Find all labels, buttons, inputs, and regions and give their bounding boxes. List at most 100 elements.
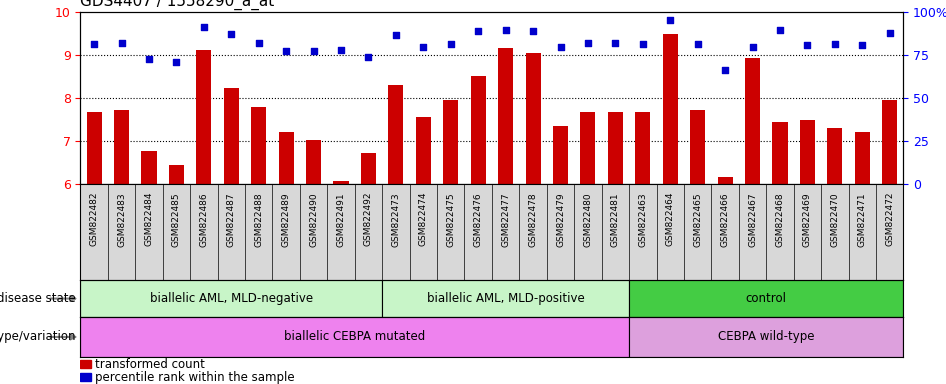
- Text: GSM822481: GSM822481: [611, 192, 620, 247]
- Bar: [499, 48, 513, 184]
- Text: GSM822468: GSM822468: [776, 192, 784, 247]
- Bar: [526, 53, 540, 184]
- Point: [443, 41, 458, 47]
- Bar: [80, 280, 382, 317]
- Text: GSM822489: GSM822489: [282, 192, 290, 247]
- Bar: [87, 112, 101, 184]
- Bar: [663, 34, 677, 184]
- Text: GSM822466: GSM822466: [721, 192, 729, 247]
- Bar: [718, 177, 732, 184]
- Text: GSM822473: GSM822473: [392, 192, 400, 247]
- Point: [196, 23, 211, 30]
- Point: [388, 32, 403, 38]
- Text: GSM822467: GSM822467: [748, 192, 757, 247]
- Text: GSM822475: GSM822475: [447, 192, 455, 247]
- Point: [690, 41, 705, 47]
- Text: biallelic CEBPA mutated: biallelic CEBPA mutated: [284, 331, 426, 343]
- Point: [470, 28, 486, 34]
- Bar: [307, 140, 321, 184]
- Text: GSM822469: GSM822469: [803, 192, 812, 247]
- Point: [772, 26, 787, 33]
- Text: GSM822482: GSM822482: [90, 192, 98, 247]
- Text: GSM822463: GSM822463: [639, 192, 647, 247]
- Point: [580, 40, 595, 46]
- Text: GSM822491: GSM822491: [337, 192, 345, 247]
- Text: GSM822478: GSM822478: [529, 192, 537, 247]
- Text: GSM822477: GSM822477: [501, 192, 510, 247]
- Bar: [608, 112, 622, 184]
- Text: biallelic AML, MLD-positive: biallelic AML, MLD-positive: [427, 292, 585, 305]
- Bar: [80, 373, 91, 381]
- Text: GSM822472: GSM822472: [885, 192, 894, 247]
- Bar: [773, 122, 787, 184]
- Bar: [361, 153, 376, 184]
- Text: GSM822474: GSM822474: [419, 192, 428, 247]
- Bar: [334, 181, 348, 184]
- Text: GSM822480: GSM822480: [584, 192, 592, 247]
- Bar: [636, 112, 650, 184]
- Point: [168, 60, 184, 66]
- Bar: [252, 108, 266, 184]
- Point: [415, 44, 430, 50]
- Bar: [279, 132, 293, 184]
- Bar: [745, 58, 760, 184]
- Bar: [553, 126, 568, 184]
- Bar: [691, 110, 705, 184]
- Point: [525, 28, 540, 34]
- Point: [607, 40, 622, 46]
- Text: GSM822490: GSM822490: [309, 192, 318, 247]
- Text: GSM822479: GSM822479: [556, 192, 565, 247]
- Text: GSM822484: GSM822484: [145, 192, 153, 247]
- Bar: [444, 100, 458, 184]
- Point: [745, 44, 760, 50]
- Point: [141, 56, 156, 62]
- Bar: [629, 317, 903, 357]
- Text: genotype/variation: genotype/variation: [0, 331, 76, 343]
- Point: [86, 41, 101, 47]
- Bar: [80, 317, 629, 357]
- Bar: [471, 76, 485, 184]
- Point: [278, 48, 293, 55]
- Text: GDS4407 / 1558290_a_at: GDS4407 / 1558290_a_at: [80, 0, 274, 10]
- Point: [223, 31, 238, 37]
- Text: GSM822476: GSM822476: [474, 192, 482, 247]
- Text: transformed count: transformed count: [95, 358, 204, 371]
- Text: percentile rank within the sample: percentile rank within the sample: [95, 371, 294, 384]
- Bar: [142, 151, 156, 184]
- Bar: [389, 85, 403, 184]
- Bar: [581, 112, 595, 184]
- Bar: [855, 132, 869, 184]
- Bar: [224, 88, 238, 184]
- Text: GSM822471: GSM822471: [858, 192, 867, 247]
- Bar: [629, 280, 903, 317]
- Text: GSM822470: GSM822470: [831, 192, 839, 247]
- Bar: [169, 165, 184, 184]
- Text: CEBPA wild-type: CEBPA wild-type: [718, 331, 815, 343]
- Text: GSM822486: GSM822486: [200, 192, 208, 247]
- Text: GSM822492: GSM822492: [364, 192, 373, 247]
- Text: GSM822465: GSM822465: [693, 192, 702, 247]
- Text: control: control: [745, 292, 787, 305]
- Text: GSM822464: GSM822464: [666, 192, 674, 247]
- Point: [306, 48, 321, 55]
- Bar: [416, 118, 430, 184]
- Point: [827, 41, 842, 47]
- Point: [662, 17, 677, 23]
- Text: disease state: disease state: [0, 292, 76, 305]
- Bar: [883, 100, 897, 184]
- Text: GSM822483: GSM822483: [117, 192, 126, 247]
- Point: [251, 40, 267, 46]
- Text: GSM822488: GSM822488: [254, 192, 263, 247]
- Bar: [382, 280, 629, 317]
- Text: GSM822485: GSM822485: [172, 192, 181, 247]
- Bar: [800, 119, 815, 184]
- Point: [498, 26, 513, 33]
- Bar: [828, 128, 842, 184]
- Point: [799, 42, 815, 48]
- Text: GSM822487: GSM822487: [227, 192, 236, 247]
- Point: [552, 44, 568, 50]
- Point: [854, 42, 869, 48]
- Bar: [114, 110, 129, 184]
- Point: [114, 40, 129, 46]
- Bar: [80, 360, 91, 368]
